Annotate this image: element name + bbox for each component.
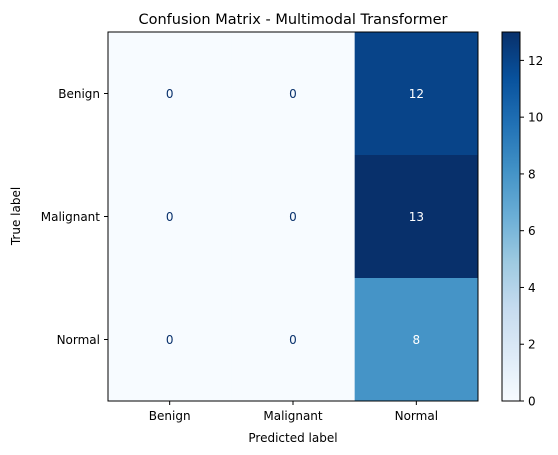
cell-value-label: 0	[166, 333, 174, 347]
colorbar-tick-label: 8	[528, 167, 536, 181]
y-tick-label: Benign	[58, 87, 100, 101]
cell-value-label: 13	[409, 210, 424, 224]
heatmap-cell	[231, 278, 356, 402]
chart-title: Confusion Matrix - Multimodal Transforme…	[138, 12, 447, 28]
colorbar-tick-label: 0	[528, 395, 536, 409]
x-tick-label: Benign	[149, 409, 191, 423]
y-axis: Benign Malignant Normal	[41, 87, 108, 347]
colorbar-axis: 0 2 4 6 8 10 12	[520, 54, 543, 409]
x-axis: Benign Malignant Normal	[149, 401, 438, 423]
x-tick-label: Normal	[395, 409, 438, 423]
heatmap-cell	[108, 278, 232, 402]
x-axis-label: Predicted label	[248, 431, 337, 445]
cell-value-label: 0	[289, 87, 297, 101]
heatmap-cell	[354, 278, 479, 402]
colorbar-tick-label: 2	[528, 338, 536, 352]
cell-value-label: 12	[409, 87, 424, 101]
heatmap-cells	[108, 32, 479, 402]
colorbar	[501, 31, 521, 402]
cell-value-label: 8	[413, 333, 421, 347]
cell-value-label: 0	[289, 333, 297, 347]
cell-value-label: 0	[166, 87, 174, 101]
colorbar-tick-label: 4	[528, 281, 536, 295]
heatmap-cell	[354, 155, 479, 279]
heatmap-cell	[108, 32, 232, 156]
heatmap-cell	[108, 155, 232, 279]
heatmap-cell	[231, 155, 356, 279]
cell-value-label: 0	[289, 210, 297, 224]
heatmap-cell-labels: 0 0 12 0 0 13 0 0 8	[166, 87, 424, 347]
y-axis-label: True label	[9, 187, 23, 246]
heatmap-cell	[354, 32, 479, 156]
colorbar-tick-label: 10	[528, 111, 543, 125]
colorbar-tick-label: 12	[528, 54, 543, 68]
y-tick-label: Malignant	[41, 210, 101, 224]
x-tick-label: Malignant	[263, 409, 323, 423]
cell-value-label: 0	[166, 210, 174, 224]
y-tick-label: Normal	[57, 333, 100, 347]
colorbar-tick-label: 6	[528, 224, 536, 238]
heatmap-cell	[231, 32, 356, 156]
